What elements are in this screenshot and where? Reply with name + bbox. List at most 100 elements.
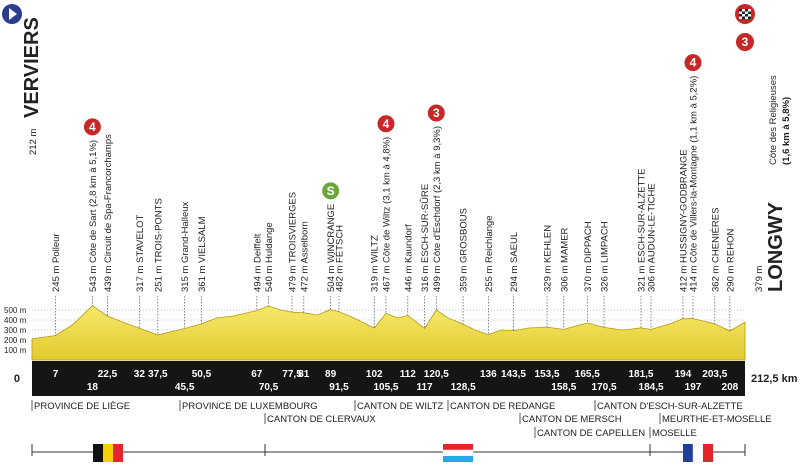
finish-climb-badge (736, 33, 754, 51)
km-label: 194 (675, 369, 692, 380)
place-label: 362 m CHENIÈRES (710, 208, 721, 292)
y-tick-label: 100 m (4, 346, 27, 355)
climb-category: 4 (383, 117, 390, 131)
region-label: CANTON DE CAPELLEN (537, 428, 645, 439)
km-label: 7 (53, 369, 59, 380)
x-tick-label: 0 (14, 373, 20, 385)
km-label: 170,5 (592, 382, 617, 393)
finish-icon (735, 4, 755, 24)
place-label: 326 m LIMPACH (600, 221, 611, 292)
km-label: 77,5 (282, 369, 302, 380)
place-label: 290 m REHON (725, 229, 736, 292)
place-label: 543 m Côte de Sart (2,8 km à 5,1%) (88, 140, 99, 292)
km-label: 37,5 (148, 369, 168, 380)
flag-belgium (93, 444, 123, 462)
region-label: PROVINCE DE LUXEMBOURG (182, 401, 318, 412)
place-label: 414 m Côte de Villers-la-Montagne (1,1 k… (688, 76, 699, 292)
region-label: PROVINCE DE LIÈGE (34, 401, 130, 412)
place-label: 319 m WILTZ (370, 235, 381, 292)
km-label: 197 (685, 382, 702, 393)
region-label: CANTON D'ESCH-SUR-ALZETTE (597, 401, 743, 412)
place-label: 359 m GROSBOUS (459, 208, 470, 292)
place-label: 467 m Côte de Wiltz (3,1 km à 4,8%) (381, 137, 392, 292)
place-label: 306 m AUDUN-LE-TICHE (647, 183, 658, 292)
place-label: 504 m WINCRANGE (326, 204, 337, 292)
climb-category: 4 (690, 56, 697, 70)
region-label: CANTON DE CLERVAUX (267, 414, 376, 425)
km-label: 208 (722, 382, 739, 393)
place-label: 494 m Deiffelt (252, 233, 263, 292)
region-label: CANTON DE MERSCH (522, 414, 622, 425)
region-label: CANTON DE REDANGE (450, 401, 555, 412)
place-label: 321 m ESCH-SUR-ALZETTE (636, 168, 647, 292)
km-label: 91,5 (329, 382, 349, 393)
climb-category: 3 (433, 106, 440, 120)
finish-altitude: 379 m (754, 266, 765, 292)
region-label: CANTON DE WILTZ (357, 401, 443, 412)
place-label: 412 m HUSSIGNY-GODBRANGE (678, 149, 689, 292)
y-tick-label: 400 m (4, 316, 27, 325)
km-label: 50,5 (192, 369, 212, 380)
climb-category: 4 (89, 120, 96, 134)
place-label: 294 m SAEUL (509, 232, 520, 292)
place-label: 540 m Huldange (264, 222, 275, 292)
place-label: 446 m Kaundorf (403, 224, 414, 292)
country-line (31, 444, 746, 456)
y-tick-label: 500 m (4, 306, 27, 315)
place-label: 479 m TROISVIERGES (288, 192, 299, 292)
place-label: 255 m Reichlange (484, 215, 495, 292)
start-icon (2, 4, 22, 24)
finish-climb-detail: (1,6 km à 5,8%) (781, 97, 792, 165)
finish-name: LONGWY (765, 201, 787, 292)
region-label: MOSELLE (652, 428, 697, 439)
km-label: 181,5 (628, 369, 653, 380)
place-label: 329 m KEHLEN (543, 225, 554, 292)
km-label: 128,5 (451, 382, 476, 393)
km-label: 184,5 (639, 382, 664, 393)
km-label: 22,5 (98, 369, 118, 380)
km-label: 112 (400, 369, 417, 380)
km-label: 136 (480, 369, 497, 380)
flag-luxembourg (442, 444, 474, 462)
place-label: 251 m TROIS-PONTS (153, 198, 164, 292)
region-label: MEURTHE-ET-MOSELLE (662, 414, 772, 425)
km-band (32, 361, 745, 396)
place-label: 361 m VIELSALM (197, 216, 208, 292)
place-label: 472 m Asselborn (299, 221, 310, 292)
km-label: 117 (416, 382, 433, 393)
y-tick-label: 300 m (4, 326, 27, 335)
start-altitude: 212 m (28, 129, 39, 155)
climb-badge (683, 53, 703, 73)
climb-badge (82, 117, 102, 137)
km-label: 81 (298, 369, 310, 380)
x-tick-label: 212,5 km (751, 373, 798, 385)
km-label: 67 (251, 369, 263, 380)
km-label: 89 (325, 369, 337, 380)
km-label: 105,5 (373, 382, 398, 393)
place-label: 482 m FÊTSCH (335, 225, 346, 292)
finish-climb: Côte des Religieuses (768, 75, 779, 165)
finish-climb-category: 3 (742, 35, 749, 49)
place-label: 499 m Côte d'Eschdorf (2,3 km à 9,3%) (432, 126, 443, 292)
flag-france (683, 443, 713, 463)
km-label: 45,5 (175, 382, 195, 393)
climb-badge (376, 114, 396, 134)
y-tick-label: 200 m (4, 336, 27, 345)
km-label: 143,5 (501, 369, 526, 380)
km-label: 165,5 (575, 369, 600, 380)
km-label: 32 (134, 369, 146, 380)
climb-badge (321, 181, 341, 201)
place-label: 370 m DIPPACH (583, 221, 594, 292)
start-name: VERVIERS (21, 17, 43, 118)
climb-badge (426, 103, 446, 123)
km-label: 153,5 (535, 369, 560, 380)
place-label: 317 m STAVELOT (135, 215, 146, 292)
km-label: 70,5 (259, 382, 279, 393)
km-label: 158,5 (551, 382, 576, 393)
place-label: 316 m ESCH-SUR-SÛRE (420, 184, 431, 292)
place-label: 245 m Polleur (51, 233, 62, 292)
km-label: 203,5 (702, 369, 727, 380)
place-label: 439 m Circuit de Spa-Francorchamps (103, 134, 114, 292)
place-label: 315 m Grand-Halleux (180, 201, 191, 292)
place-label: 306 m MAMER (559, 227, 570, 292)
